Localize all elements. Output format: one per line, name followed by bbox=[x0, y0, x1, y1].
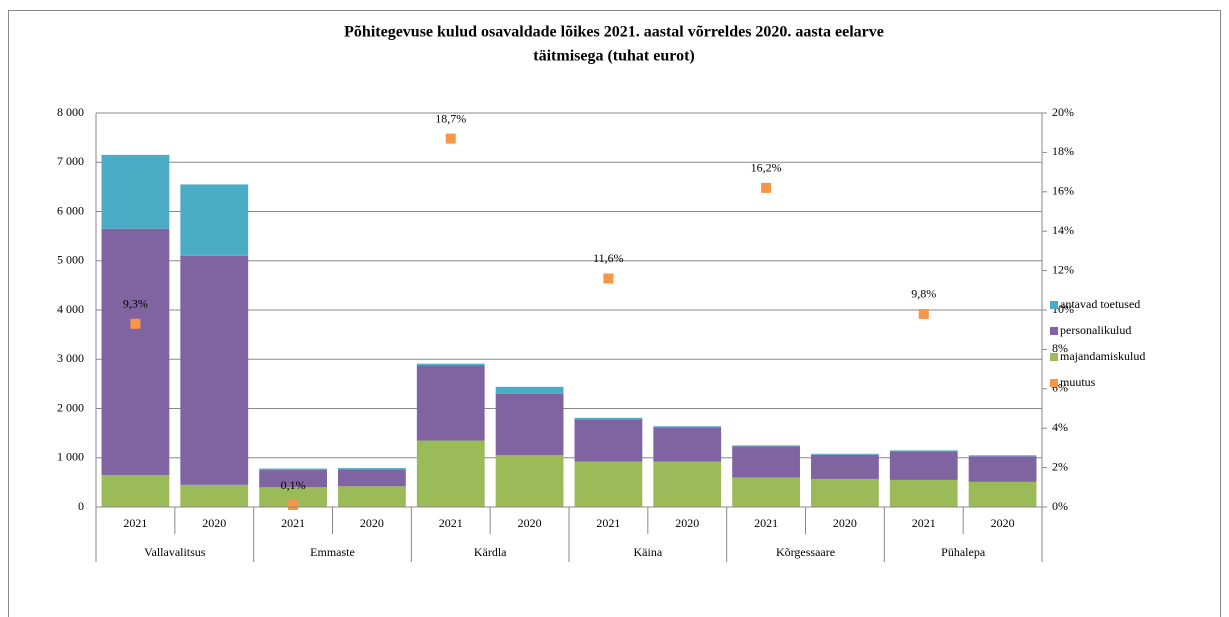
x-tick-label: 2020 bbox=[202, 516, 226, 530]
bar-segment bbox=[101, 154, 170, 229]
group-label: Vallavalitsus bbox=[144, 545, 206, 559]
bar-segment bbox=[574, 419, 643, 462]
bar-segment bbox=[732, 477, 800, 507]
bar-segment bbox=[732, 445, 800, 447]
marker bbox=[603, 273, 614, 284]
bar-segment bbox=[338, 469, 406, 487]
bar-segment bbox=[574, 417, 643, 420]
legend-swatch bbox=[1050, 353, 1058, 361]
y2-tick-label: 18% bbox=[1052, 144, 1074, 158]
bar-segment bbox=[338, 468, 406, 470]
chart-title: Põhitegevuse kulud osavaldade lõikes 202… bbox=[344, 24, 884, 41]
y2-tick-label: 14% bbox=[1052, 223, 1074, 237]
legend-label: muutus bbox=[1060, 375, 1096, 389]
bar-segment bbox=[180, 184, 249, 256]
bar-segment bbox=[495, 393, 564, 456]
bar-segment bbox=[811, 453, 879, 455]
bar-segment bbox=[338, 486, 406, 507]
legend-label: personalikulud bbox=[1060, 323, 1131, 337]
data-label: 11,6% bbox=[593, 251, 624, 265]
y2-tick-label: 2% bbox=[1052, 459, 1068, 473]
marker bbox=[761, 182, 772, 193]
bar-segment bbox=[259, 487, 327, 507]
bar-segment bbox=[889, 479, 958, 507]
data-label: 9,3% bbox=[123, 297, 148, 311]
y-tick-label: 0 bbox=[78, 499, 84, 513]
bar-segment bbox=[653, 426, 722, 428]
bar-segment bbox=[416, 365, 485, 441]
group-label: Emmaste bbox=[310, 545, 355, 559]
x-tick-label: 2021 bbox=[596, 516, 620, 530]
bar-segment bbox=[968, 481, 1037, 507]
y2-tick-label: 12% bbox=[1052, 262, 1074, 276]
y-tick-label: 5 000 bbox=[57, 253, 84, 267]
x-tick-label: 2021 bbox=[281, 516, 305, 530]
y2-tick-label: 20% bbox=[1052, 105, 1074, 119]
y2-tick-label: 16% bbox=[1052, 184, 1074, 198]
bar-segment bbox=[180, 255, 249, 485]
marker bbox=[918, 308, 929, 319]
x-tick-label: 2021 bbox=[439, 516, 463, 530]
bar-segment bbox=[259, 470, 327, 488]
data-label: 0,1% bbox=[281, 478, 306, 492]
y-tick-label: 7 000 bbox=[57, 154, 84, 168]
marker bbox=[130, 318, 141, 329]
marker bbox=[445, 133, 456, 144]
group-label: Kõrgessaare bbox=[776, 545, 835, 559]
chart-title: täitmisega (tuhat eurot) bbox=[533, 48, 694, 65]
legend-label: majandamiskulud bbox=[1060, 349, 1145, 363]
bar-segment bbox=[653, 461, 722, 507]
bar-segment bbox=[811, 454, 879, 479]
bar-segment bbox=[101, 228, 170, 475]
y-tick-label: 1 000 bbox=[57, 450, 84, 464]
y2-tick-label: 0% bbox=[1052, 499, 1068, 513]
marker bbox=[288, 500, 299, 511]
x-tick-label: 2020 bbox=[991, 516, 1015, 530]
bar-segment bbox=[732, 446, 800, 478]
y2-tick-label: 4% bbox=[1052, 420, 1068, 434]
bar-segment bbox=[653, 427, 722, 462]
legend-swatch bbox=[1050, 301, 1058, 309]
x-tick-label: 2020 bbox=[833, 516, 857, 530]
bar-segment bbox=[968, 456, 1037, 482]
x-tick-label: 2020 bbox=[675, 516, 699, 530]
y-tick-label: 8 000 bbox=[57, 105, 84, 119]
data-label: 16,2% bbox=[751, 161, 782, 175]
y-tick-label: 3 000 bbox=[57, 351, 84, 365]
bar-segment bbox=[811, 478, 879, 507]
group-label: Käina bbox=[634, 545, 663, 559]
bar-segment bbox=[574, 461, 643, 507]
legend-swatch bbox=[1050, 379, 1058, 387]
legend-label: antavad toetused bbox=[1060, 297, 1140, 311]
x-tick-label: 2020 bbox=[360, 516, 384, 530]
y2-tick-label: 8% bbox=[1052, 341, 1068, 355]
bar-segment bbox=[259, 468, 327, 471]
bar-segment bbox=[180, 484, 249, 507]
group-label: Kärdla bbox=[474, 545, 507, 559]
x-tick-label: 2021 bbox=[912, 516, 936, 530]
bar-segment bbox=[968, 455, 1037, 457]
bar-segment bbox=[101, 474, 170, 507]
legend-swatch bbox=[1050, 327, 1058, 335]
x-tick-label: 2020 bbox=[518, 516, 542, 530]
y-tick-label: 4 000 bbox=[57, 302, 84, 316]
data-label: 18,7% bbox=[435, 111, 466, 125]
y-tick-label: 2 000 bbox=[57, 400, 84, 414]
y-tick-label: 6 000 bbox=[57, 203, 84, 217]
bar-segment bbox=[495, 386, 564, 394]
x-tick-label: 2021 bbox=[754, 516, 778, 530]
bar-segment bbox=[889, 450, 958, 452]
data-label: 9,8% bbox=[911, 287, 936, 301]
bar-segment bbox=[416, 440, 485, 507]
group-label: Pühalepa bbox=[941, 545, 986, 559]
x-tick-label: 2021 bbox=[123, 516, 147, 530]
bar-segment bbox=[416, 363, 485, 366]
bar-segment bbox=[495, 455, 564, 507]
bar-segment bbox=[889, 451, 958, 480]
